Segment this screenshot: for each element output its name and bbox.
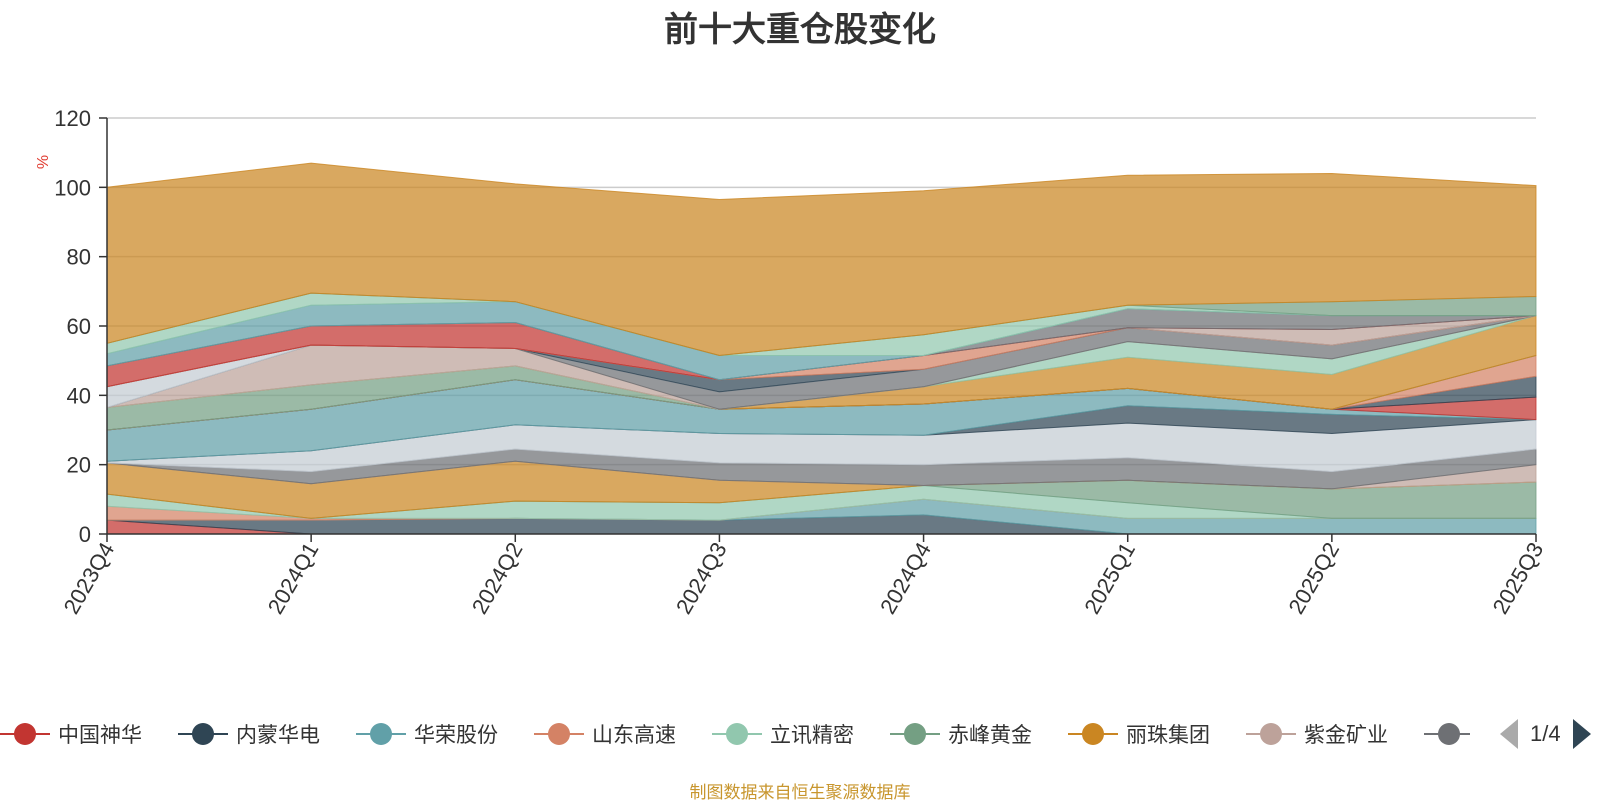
legend-marker-icon bbox=[0, 719, 50, 749]
legend-marker-icon bbox=[890, 719, 940, 749]
y-tick-label: 60 bbox=[67, 314, 91, 339]
legend-next-page-icon[interactable] bbox=[1572, 719, 1591, 749]
y-tick-label: 80 bbox=[67, 245, 91, 270]
area-series-30 bbox=[106, 162, 1537, 357]
legend-marker-icon bbox=[534, 719, 584, 749]
x-tick-label: 2025Q3 bbox=[1488, 538, 1549, 618]
legend-label: 山东高速 bbox=[592, 724, 676, 747]
legend-marker-icon bbox=[1424, 719, 1470, 749]
legend-item[interactable]: 山东高速 bbox=[534, 714, 676, 754]
legend-marker-icon bbox=[178, 719, 228, 749]
x-tick-label: 2025Q1 bbox=[1079, 538, 1140, 618]
legend-pager: 1/4 bbox=[1500, 716, 1591, 752]
y-axis-unit: % bbox=[35, 155, 52, 169]
x-tick-label: 2024Q3 bbox=[671, 538, 732, 618]
chart-canvas: % 0 20 40 60 80 100 120 2023Q4 2024Q1 2024Q2 2024Q… bbox=[35, 106, 1549, 618]
legend-label: 内蒙华电 bbox=[236, 724, 320, 747]
legend-item[interactable]: 中国神华 bbox=[0, 714, 142, 754]
legend-item[interactable]: 赤峰黄金 bbox=[890, 714, 1032, 754]
legend-marker-icon bbox=[1246, 719, 1296, 749]
x-tick-label: 2023Q4 bbox=[59, 538, 120, 618]
legend-item[interactable]: 立讯精密 bbox=[712, 714, 854, 754]
x-tick-label: 2025Q2 bbox=[1283, 538, 1344, 618]
legend-item[interactable]: 紫金矿业 bbox=[1246, 714, 1388, 754]
legend-marker-icon bbox=[712, 719, 762, 749]
x-tick-label: 2024Q4 bbox=[875, 538, 936, 618]
legend-marker-icon bbox=[356, 719, 406, 749]
legend: 中国神华 内蒙华电 华荣股份 山东高速 立讯精密 赤峰黄金 丽珠集团 紫金矿业 … bbox=[0, 714, 1470, 754]
y-tick-label: 20 bbox=[67, 453, 91, 478]
stacked-areas bbox=[106, 162, 1537, 535]
legend-item[interactable]: 华荣股份 bbox=[356, 714, 498, 754]
legend-label: 中国神华 bbox=[58, 724, 142, 747]
legend-label: 紫金矿业 bbox=[1304, 724, 1388, 747]
y-tick-label: 0 bbox=[79, 522, 91, 547]
legend-label: 立讯精密 bbox=[770, 724, 854, 747]
legend-label: 丽珠集团 bbox=[1126, 724, 1210, 747]
legend-page-indicator: 1/4 bbox=[1530, 721, 1561, 746]
legend-label: 华荣股份 bbox=[414, 724, 498, 747]
chart-title: 前十大重仓股变化 bbox=[664, 11, 936, 49]
x-tick-label: 2024Q2 bbox=[467, 538, 528, 618]
y-tick-label: 100 bbox=[54, 175, 91, 200]
legend-prev-page-icon[interactable] bbox=[1500, 719, 1518, 749]
y-tick-label: 40 bbox=[67, 383, 91, 408]
legend-item[interactable]: … bbox=[1424, 714, 1470, 754]
x-tick-label: 2024Q1 bbox=[263, 538, 324, 618]
legend-label: 赤峰黄金 bbox=[948, 724, 1032, 747]
y-tick-label: 120 bbox=[54, 106, 91, 131]
legend-item[interactable]: 内蒙华电 bbox=[178, 714, 320, 754]
legend-marker-icon bbox=[1068, 719, 1118, 749]
source-note: 制图数据来自恒生聚源数据库 bbox=[689, 783, 911, 802]
legend-item[interactable]: 丽珠集团 bbox=[1068, 714, 1210, 754]
